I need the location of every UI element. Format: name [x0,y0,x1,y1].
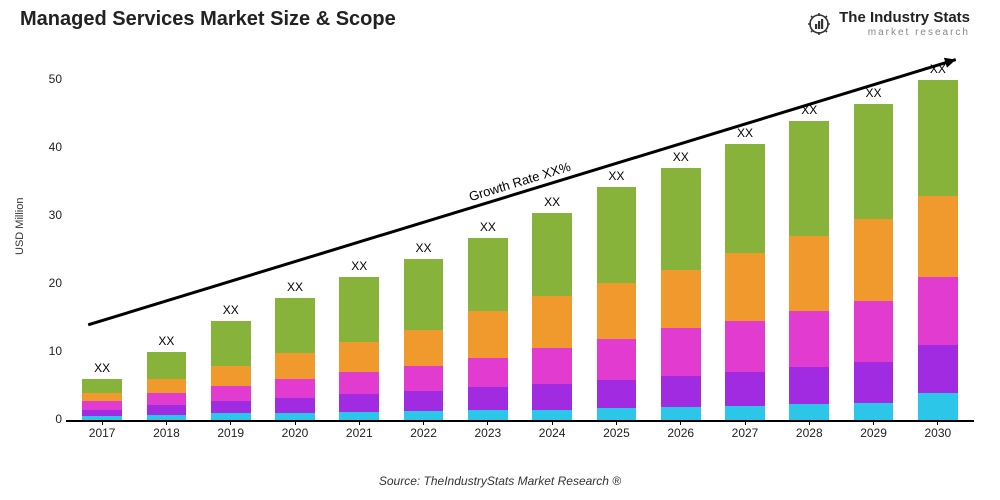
x-tick-mark [745,420,746,425]
logo-name: The Industry Stats [839,10,970,27]
x-tick-label: 2023 [458,426,518,440]
x-tick-mark [230,420,231,425]
x-tick-mark [423,420,424,425]
x-tick-mark [809,420,810,425]
x-axis-line [66,420,974,422]
y-tick-label: 0 [32,412,62,426]
x-tick-mark [873,420,874,425]
x-tick-label: 2020 [265,426,325,440]
x-tick-label: 2017 [72,426,132,440]
x-tick-mark [359,420,360,425]
x-tick-label: 2029 [844,426,904,440]
x-tick-label: 2022 [394,426,454,440]
y-tick-label: 40 [32,140,62,154]
x-tick-label: 2030 [908,426,968,440]
x-tick-mark [295,420,296,425]
y-tick-label: 50 [32,72,62,86]
x-tick-mark [937,420,938,425]
logo-subtitle: market research [839,27,970,38]
gear-chart-icon [805,10,833,38]
x-tick-label: 2021 [329,426,389,440]
x-tick-label: 2026 [651,426,711,440]
y-tick-label: 10 [32,344,62,358]
x-tick-mark [487,420,488,425]
x-tick-mark [616,420,617,425]
y-tick-label: 30 [32,208,62,222]
x-tick-label: 2018 [136,426,196,440]
x-tick-mark [102,420,103,425]
brand-logo: The Industry Stats market research [805,10,970,38]
x-tick-mark [680,420,681,425]
x-tick-label: 2027 [715,426,775,440]
x-tick-mark [552,420,553,425]
source-footnote: Source: TheIndustryStats Market Research… [379,474,621,488]
x-tick-label: 2019 [201,426,261,440]
y-axis-label: USD Million [14,198,26,255]
chart-plot-area: 010203040502017XX2018XX2019XX2020XX2021X… [70,80,970,420]
x-tick-label: 2028 [779,426,839,440]
y-tick-label: 20 [32,276,62,290]
growth-arrow [70,50,970,420]
x-tick-mark [166,420,167,425]
x-tick-label: 2024 [522,426,582,440]
x-tick-label: 2025 [586,426,646,440]
chart-title: Managed Services Market Size & Scope [20,8,396,31]
